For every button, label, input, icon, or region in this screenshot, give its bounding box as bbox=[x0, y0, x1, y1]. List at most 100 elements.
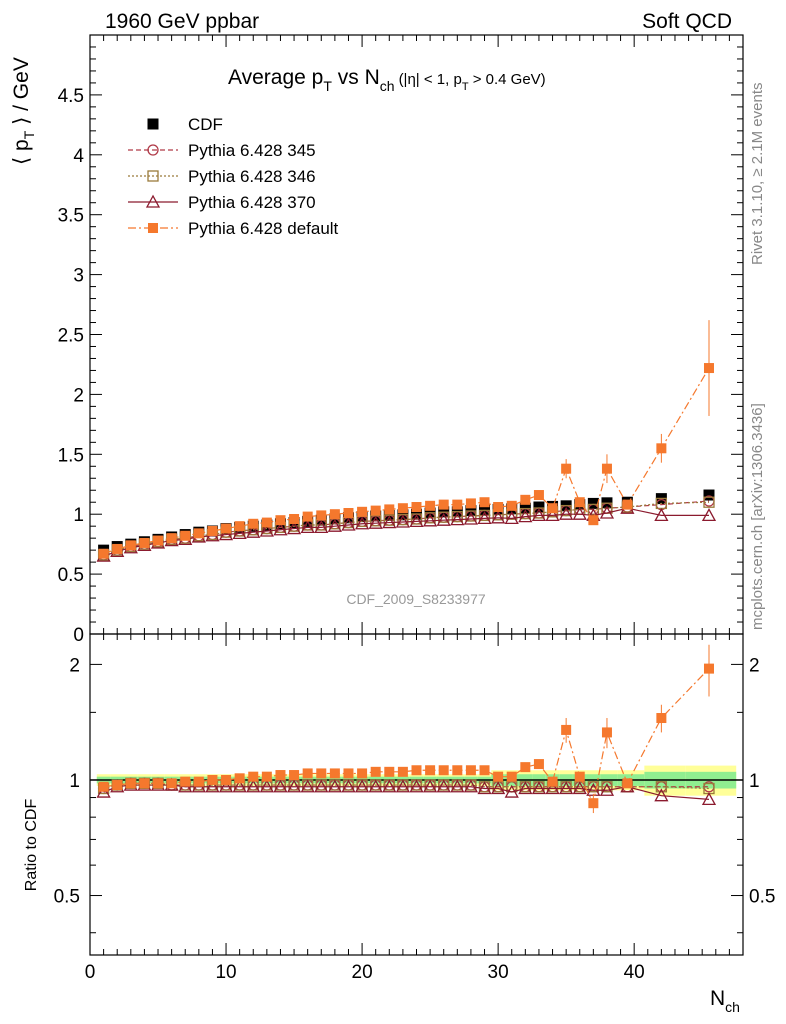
x-axis-label-a: N bbox=[710, 987, 725, 1010]
point-p346 bbox=[370, 515, 382, 527]
point-p370 bbox=[654, 508, 669, 522]
point-pdef bbox=[479, 497, 490, 508]
point-p370 bbox=[246, 524, 261, 538]
point-pdef bbox=[357, 506, 368, 517]
point-p346 bbox=[519, 507, 531, 520]
ratio-point-p370 bbox=[701, 792, 717, 806]
legend-label-p345: Pythia 6.428 345 bbox=[188, 141, 316, 160]
analysis-watermark: CDF_2009_S8233977 bbox=[346, 591, 486, 607]
point-p370 bbox=[436, 512, 451, 526]
legend-label-p370: Pythia 6.428 370 bbox=[188, 193, 316, 212]
ratio-line-p346 bbox=[103, 782, 710, 790]
ratio-point-pdef bbox=[493, 771, 504, 782]
point-p346 bbox=[383, 514, 395, 526]
ratio-point-pdef bbox=[221, 774, 232, 785]
point-pdef bbox=[397, 503, 408, 514]
ratio-point-pdef bbox=[207, 774, 218, 785]
mcplots-label: mcplots.cern.ch [arXiv:1306.3436] bbox=[749, 403, 766, 630]
point-pdef bbox=[520, 494, 531, 505]
point-pdef bbox=[703, 363, 714, 374]
point-p370 bbox=[463, 511, 479, 525]
ratio-point-p370 bbox=[286, 779, 302, 793]
ratio-point-pdef bbox=[139, 778, 150, 789]
legend-marker-p345 bbox=[147, 144, 159, 156]
point-p370 bbox=[259, 523, 274, 537]
point-p370 bbox=[491, 510, 506, 524]
ratio-point-p370 bbox=[463, 779, 479, 793]
main-y-tick-label: 3.5 bbox=[58, 206, 84, 227]
point-p346 bbox=[478, 509, 491, 522]
ratio-point-pdef bbox=[180, 776, 191, 787]
legend-marker-pdef bbox=[148, 223, 158, 233]
ratio-point-p370 bbox=[545, 781, 560, 795]
point-p370 bbox=[572, 506, 587, 520]
ratio-point-p370 bbox=[436, 779, 451, 793]
main-y-tick-label: 0 bbox=[73, 625, 84, 646]
point-pdef bbox=[221, 523, 232, 534]
ratio-point-p370 bbox=[423, 779, 438, 793]
point-pdef bbox=[153, 535, 164, 546]
point-pdef bbox=[139, 537, 150, 548]
title-part-b: vs N bbox=[332, 66, 380, 89]
ratio-panel: 0 10 20 30 400.5 0.51 12 2 bbox=[54, 35, 775, 983]
point-pdef bbox=[370, 505, 381, 516]
ratio-point-pdef bbox=[601, 727, 612, 738]
point-p370 bbox=[354, 516, 370, 530]
point-pdef bbox=[343, 508, 354, 519]
point-p346 bbox=[560, 504, 572, 517]
point-p370 bbox=[477, 511, 492, 525]
energy-label: 1960 GeV ppbar bbox=[105, 10, 259, 33]
point-p370 bbox=[531, 508, 547, 522]
point-p346 bbox=[587, 503, 600, 516]
point-pdef bbox=[547, 503, 558, 514]
chart-title: Average pT vs Nch (|η| < 1, pT > 0.4 GeV) bbox=[228, 66, 546, 94]
point-cdf bbox=[703, 489, 715, 501]
main-y-tick-label: 1.5 bbox=[58, 445, 84, 466]
ratio-point-pdef bbox=[438, 765, 449, 776]
ratio-point-pdef bbox=[261, 771, 272, 782]
ratio-point-p370 bbox=[382, 779, 397, 793]
point-p370 bbox=[450, 512, 465, 526]
point-p346 bbox=[465, 510, 477, 522]
point-pdef bbox=[588, 515, 599, 526]
point-cdf bbox=[587, 497, 599, 509]
ratio-point-p370 bbox=[300, 779, 315, 793]
main-y-label-a: ⟨ p bbox=[10, 139, 33, 165]
ratio-point-p370 bbox=[327, 779, 342, 793]
ratio-point-p370 bbox=[572, 781, 587, 795]
ratio-point-pdef bbox=[506, 771, 517, 782]
point-pdef bbox=[261, 517, 272, 528]
point-p370 bbox=[368, 515, 383, 529]
ratio-point-p370 bbox=[273, 779, 288, 793]
ratio-y-tick-label: 1 bbox=[69, 771, 80, 792]
ratio-point-pdef bbox=[588, 798, 599, 809]
ratio-point-p370 bbox=[409, 779, 424, 793]
main-y-tick-label: 2 bbox=[73, 385, 84, 406]
point-pdef bbox=[506, 500, 517, 511]
point-p370 bbox=[518, 509, 533, 523]
point-pdef bbox=[465, 498, 476, 509]
point-p346 bbox=[397, 513, 409, 526]
point-pdef bbox=[425, 500, 436, 511]
x-tick-label: 30 bbox=[488, 962, 509, 983]
ratio-point-pdef bbox=[465, 765, 476, 776]
point-pdef bbox=[574, 497, 585, 508]
point-pdef bbox=[275, 515, 286, 526]
ratio-point-p370 bbox=[599, 782, 615, 796]
ratio-point-pdef bbox=[343, 768, 354, 779]
main-y-tick-label: 4 bbox=[73, 146, 84, 167]
main-y-label-b: ⟩ / GeV bbox=[10, 57, 33, 131]
ratio-point-p370 bbox=[232, 779, 247, 793]
point-pdef bbox=[289, 513, 300, 524]
point-pdef bbox=[493, 502, 504, 513]
ratio-point-pdef bbox=[520, 762, 531, 773]
main-y-axis-label: ⟨ pT ⟩ / GeV bbox=[10, 57, 37, 165]
point-p346 bbox=[410, 513, 423, 525]
ratio-point-pdef bbox=[234, 773, 245, 784]
ratio-point-pdef bbox=[370, 766, 381, 777]
ratio-point-pdef bbox=[275, 770, 286, 781]
ratio-point-p346 bbox=[601, 781, 613, 793]
legend-marker-p346 bbox=[147, 170, 159, 182]
ratio-point-p370 bbox=[531, 781, 547, 795]
ratio-point-p370 bbox=[518, 781, 533, 795]
